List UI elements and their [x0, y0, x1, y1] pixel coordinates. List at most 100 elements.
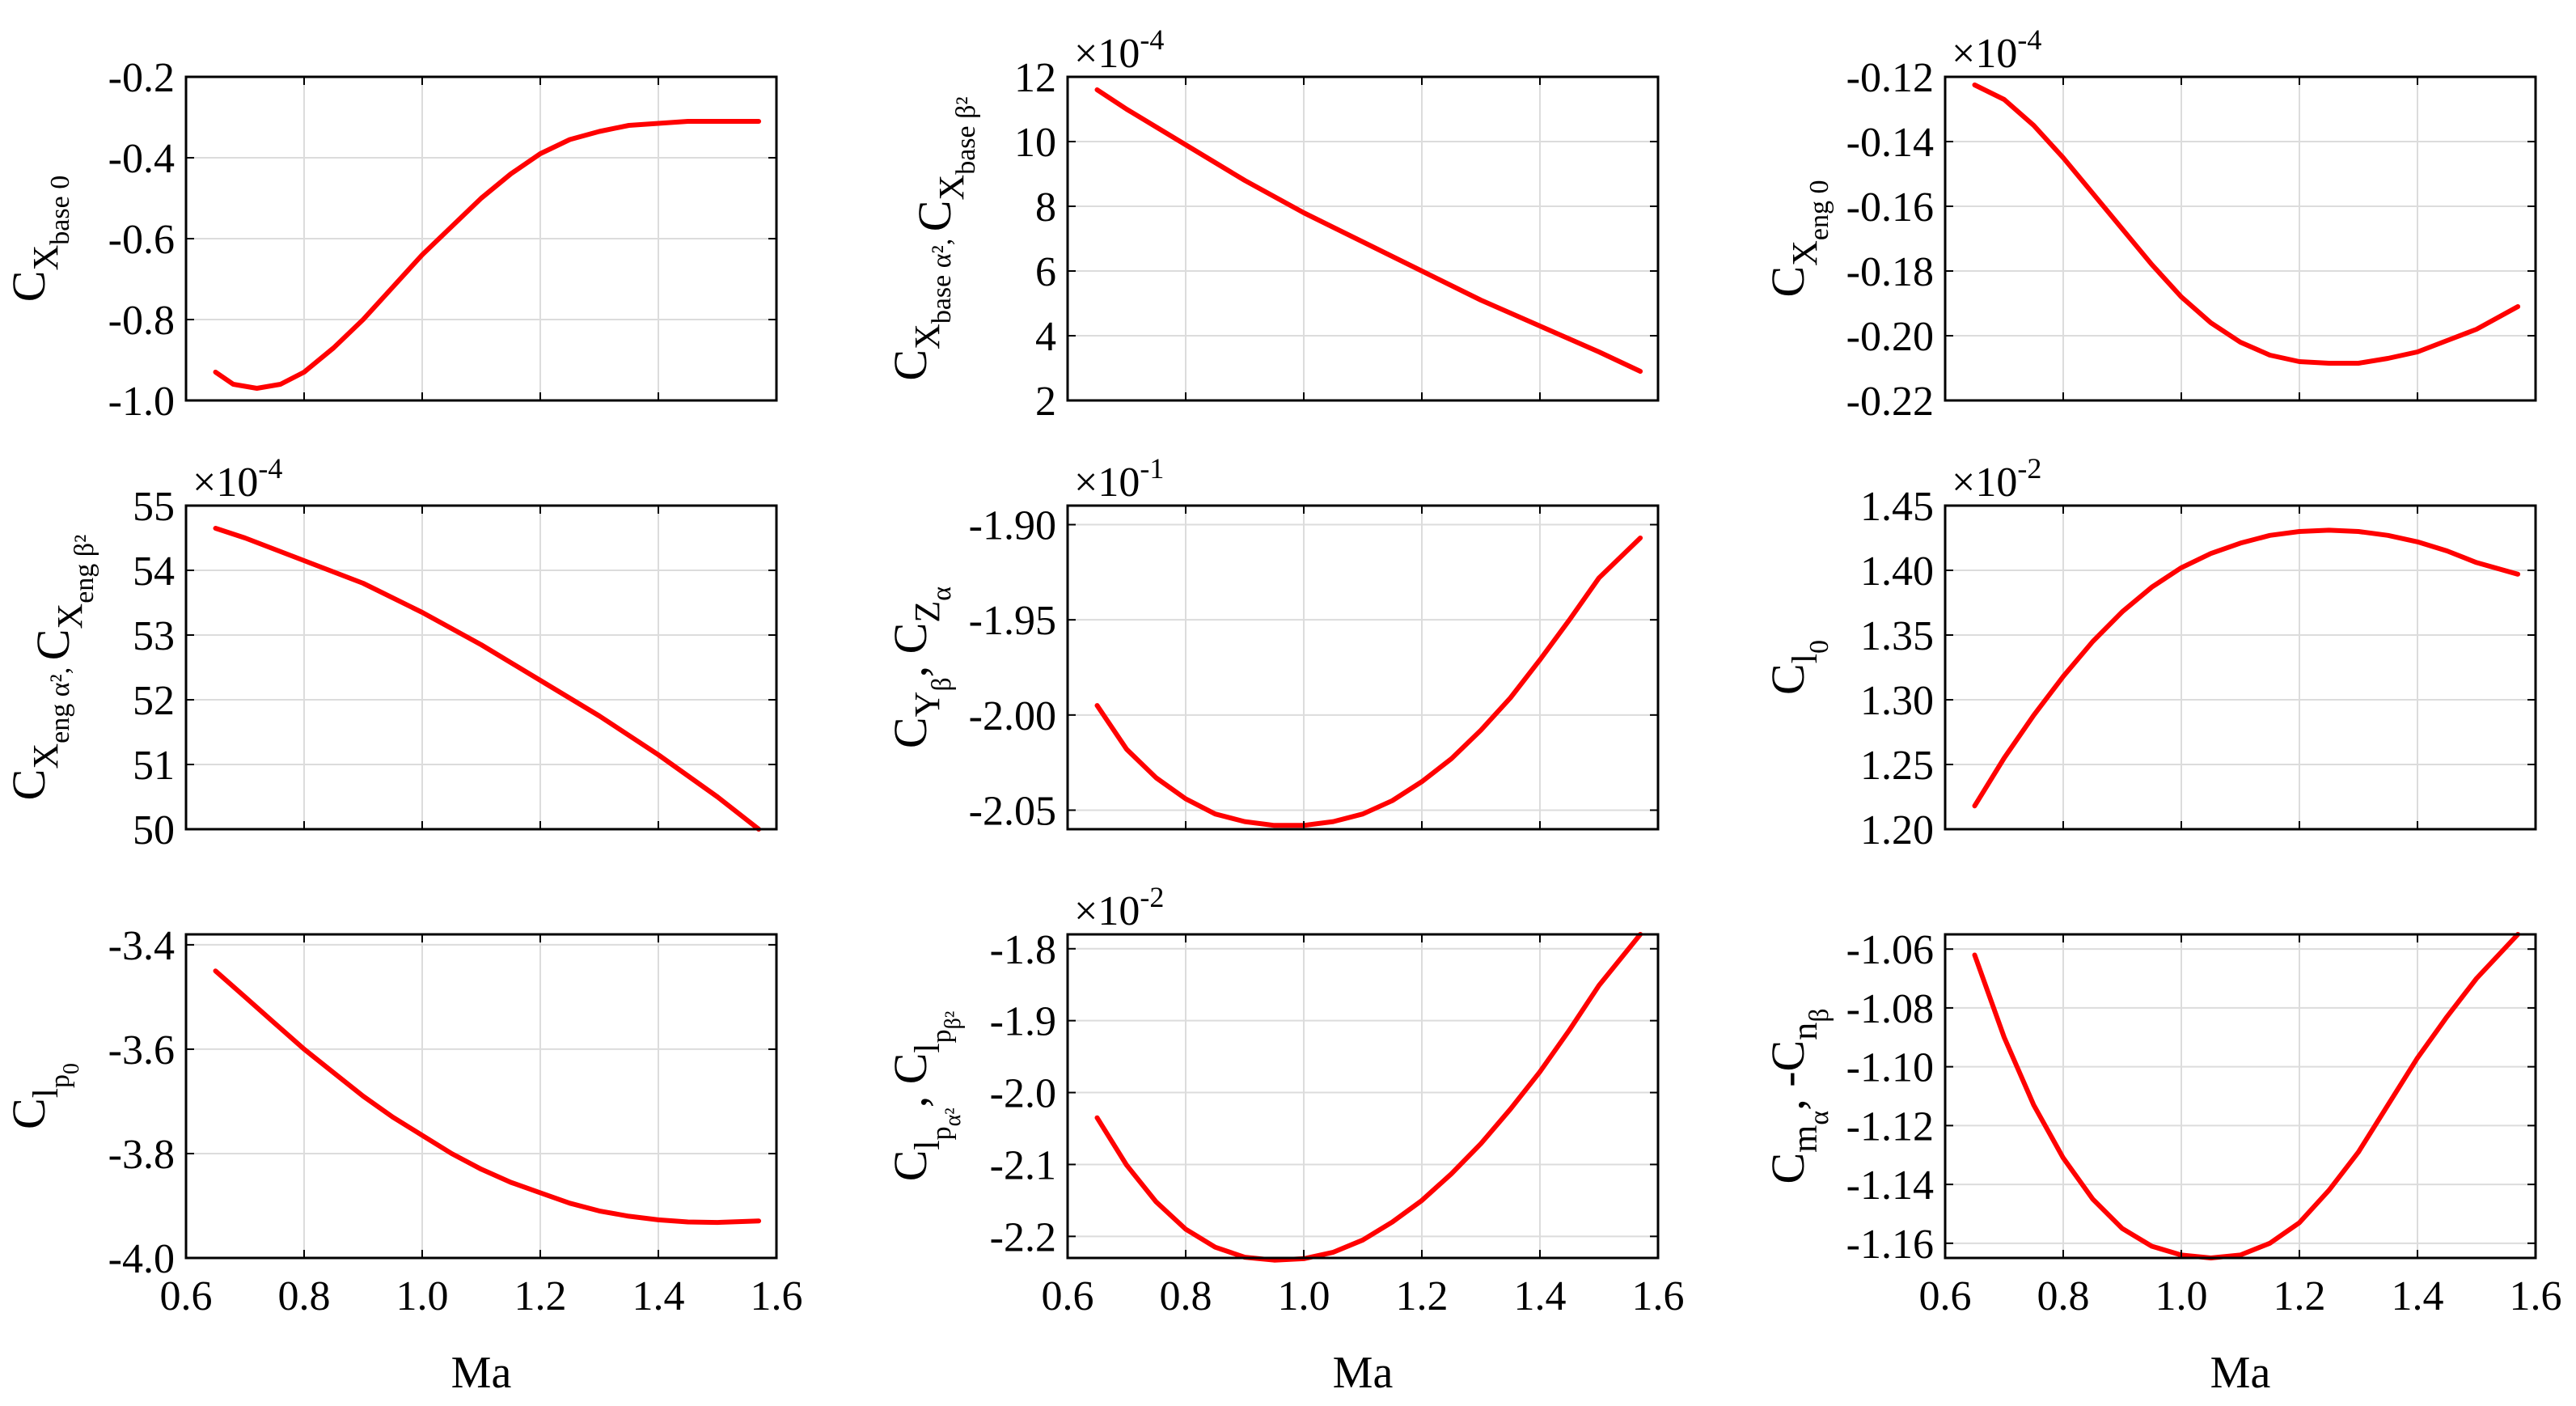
y-tick-label: 52: [133, 678, 175, 724]
axis-exponent: ×10-2: [1952, 452, 2041, 506]
x-tick-label: 1.6: [1632, 1273, 1685, 1319]
axis-exponent: ×10-2: [1074, 881, 1164, 934]
y-tick-label: -2.2: [990, 1214, 1056, 1260]
y-tick-label: -0.20: [1846, 314, 1934, 360]
y-tick-label: -0.2: [108, 55, 175, 101]
x-tick-label: 0.8: [278, 1273, 331, 1319]
y-tick-label: 1.25: [1860, 743, 1934, 789]
y-tick-label: -0.4: [108, 136, 175, 182]
y-tick-label: 1.40: [1860, 548, 1934, 595]
axes-frame: [1066, 933, 1660, 1260]
y-tick-label: -0.18: [1846, 249, 1934, 295]
series-line: [1972, 83, 2521, 366]
axes-frame: [1944, 933, 2537, 1260]
x-tick-label: 1.4: [2392, 1273, 2444, 1319]
x-tick-label: 1.2: [514, 1273, 567, 1319]
y-tick-label: -2.1: [990, 1142, 1056, 1188]
y-tick-label: 4: [1035, 314, 1056, 360]
y-tick-label: 1.35: [1860, 613, 1934, 659]
axes-frame: [1066, 504, 1660, 831]
y-tick-label: -1.12: [1846, 1103, 1934, 1150]
y-tick-label: 1.30: [1860, 678, 1934, 724]
panel-cm-alpha: -1.16 -1.14 -1.12 -1.10 -1.08 -1.06 0.6 0.8 1.0 1…: [1762, 927, 2562, 1398]
y-axis-label: CXeng α², CXeng β²: [2, 535, 99, 801]
y-tick-label: -0.6: [108, 217, 175, 263]
y-tick-label: 55: [133, 484, 175, 530]
y-tick-label: -1.0: [108, 379, 175, 425]
x-tick-label: 0.8: [2037, 1273, 2090, 1319]
y-tick-label: -1.06: [1846, 927, 1934, 973]
panel-cl0: 1.20 1.25 1.30 1.35 1.40 1.45 ×10-2 Cl0: [1762, 452, 2537, 853]
y-tick-label: 12: [1014, 55, 1056, 101]
y-tick-label: -1.08: [1846, 986, 1934, 1032]
axis-exponent: ×10-4: [192, 452, 282, 506]
y-tick-label: 2: [1035, 379, 1056, 425]
y-tick-label: -2.05: [969, 788, 1056, 834]
x-axis-label: Ma: [1333, 1348, 1394, 1398]
panel-cy-beta: -2.05 -2.00 -1.95 -1.90 ×10-1 CYβ, CZα: [884, 452, 1660, 834]
axes-frame: [1944, 75, 2537, 402]
y-tick-label: 1.20: [1860, 807, 1934, 853]
y-tick-label: 54: [133, 548, 175, 595]
y-tick-label: -0.16: [1846, 184, 1934, 231]
y-tick-label: 51: [133, 743, 175, 789]
axis-exponent: ×10-4: [1074, 23, 1164, 77]
x-tick-label: 1.0: [1278, 1273, 1330, 1319]
y-axis-label: CXeng 0: [1762, 180, 1834, 297]
x-axis-label: Ma: [2210, 1348, 2271, 1398]
panel-clp-a2: -2.2 -2.1 -2.0 -1.9 -1.8 0.6 0.8 1.0 1.2 1.4 1.6 Ma…: [884, 881, 1685, 1398]
y-tick-label: -1.10: [1846, 1045, 1934, 1091]
series-line: [213, 968, 762, 1226]
y-tick-label: -1.90: [969, 503, 1056, 549]
x-tick-label: 1.0: [2155, 1273, 2208, 1319]
axes-frame: [1066, 75, 1660, 402]
y-tick-label: 6: [1035, 249, 1056, 295]
axes-frame: [184, 504, 778, 831]
panel-cx-base-a2: 2 4 6 8 10 12 ×10-4 CXbase α², CXbase β²: [884, 23, 1660, 425]
panel-cx-eng0: -0.22 -0.20 -0.18 -0.16 -0.14 -0.12 ×10-4 CXeng…: [1762, 23, 2537, 425]
axes-frame: [1944, 504, 2537, 831]
y-tick-label: -4.0: [108, 1236, 175, 1282]
panel-cx-base0: -1.0 -0.8 -0.6 -0.4 -0.2 CXbase 0: [2, 55, 778, 425]
series-line: [1972, 527, 2521, 809]
axes-frame: [184, 933, 778, 1260]
series-line: [1094, 87, 1643, 374]
axis-exponent: ×10-1: [1074, 452, 1164, 506]
x-tick-label: 1.2: [1396, 1273, 1449, 1319]
y-tick-label: 50: [133, 807, 175, 853]
y-axis-label: CXbase α², CXbase β²: [884, 96, 981, 380]
y-axis-label: Cmα, -Cnβ: [1762, 1008, 1834, 1184]
x-axis-label: Ma: [451, 1348, 512, 1398]
y-tick-label: -1.16: [1846, 1222, 1934, 1268]
y-tick-label: -3.4: [108, 923, 175, 969]
x-tick-label: 0.6: [160, 1273, 213, 1319]
y-axis-label: Clp0: [2, 1063, 84, 1129]
x-tick-label: 1.4: [1514, 1273, 1567, 1319]
y-axis-label: CXbase 0: [2, 176, 75, 302]
series-line: [1972, 932, 2521, 1260]
y-tick-label: 8: [1035, 184, 1056, 231]
y-tick-label: -1.95: [969, 598, 1056, 644]
series-line: [213, 526, 762, 832]
series-line: [213, 119, 762, 391]
x-tick-label: 1.6: [751, 1273, 803, 1319]
axis-exponent: ×10-4: [1952, 23, 2041, 77]
y-tick-label: -0.8: [108, 298, 175, 344]
y-axis-label: Cl0: [1762, 640, 1834, 695]
x-tick-label: 0.6: [1919, 1273, 1972, 1319]
y-tick-label: -2.0: [990, 1071, 1056, 1117]
x-tick-label: 0.6: [1042, 1273, 1094, 1319]
series-line: [1094, 536, 1643, 828]
panel-cx-eng-a2: 50 51 52 53 54 55 ×10-4 CXeng α², CXeng β²: [2, 452, 778, 853]
series-line: [1094, 932, 1643, 1263]
x-tick-label: 1.6: [2510, 1273, 2562, 1319]
y-axis-label: CYβ, CZα: [884, 587, 957, 748]
y-axis-label: Clpα², Clpβ²: [884, 1011, 966, 1182]
x-tick-label: 1.2: [2274, 1273, 2326, 1319]
y-tick-label: -3.8: [108, 1132, 175, 1178]
y-tick-label: 53: [133, 613, 175, 659]
x-tick-label: 1.0: [396, 1273, 449, 1319]
y-tick-label: -0.22: [1846, 379, 1934, 425]
y-tick-label: -1.9: [990, 999, 1056, 1045]
